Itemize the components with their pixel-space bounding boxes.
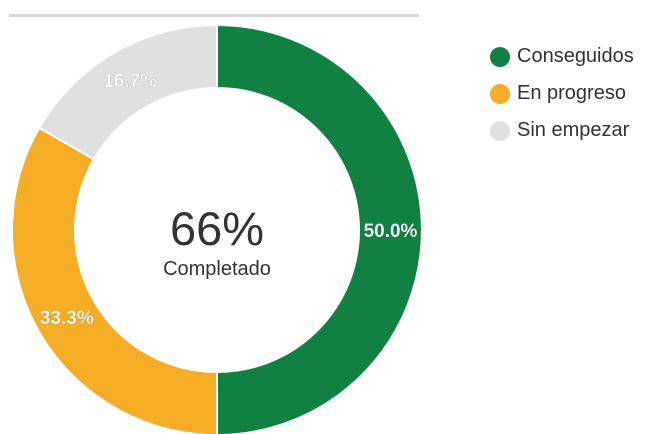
slice-label-conseguidos: 50.0% bbox=[364, 221, 418, 242]
chart-legend: Conseguidos En progreso Sin empezar bbox=[490, 38, 658, 149]
slice-label-en-progreso: 33.3% bbox=[40, 308, 94, 329]
legend-label-en-progreso: En progreso bbox=[517, 82, 626, 105]
donut-slice-en-progreso[interactable] bbox=[12, 128, 217, 434]
legend-label-conseguidos: Conseguidos bbox=[517, 45, 634, 68]
completion-percent: 66% bbox=[117, 205, 317, 252]
legend-swatch-sin-empezar bbox=[490, 121, 510, 141]
legend-swatch-conseguidos bbox=[490, 47, 510, 67]
donut-slice-sin-empezar[interactable] bbox=[39, 25, 217, 159]
slice-label-sin-empezar: 16.7% bbox=[103, 71, 157, 92]
completion-label: Completado bbox=[117, 259, 317, 279]
legend-item-sin-empezar[interactable]: Sin empezar bbox=[490, 112, 658, 149]
legend-swatch-en-progreso bbox=[490, 84, 510, 104]
legend-label-sin-empezar: Sin empezar bbox=[517, 119, 629, 142]
legend-item-en-progreso[interactable]: En progreso bbox=[490, 75, 658, 112]
legend-item-conseguidos[interactable]: Conseguidos bbox=[490, 38, 658, 75]
